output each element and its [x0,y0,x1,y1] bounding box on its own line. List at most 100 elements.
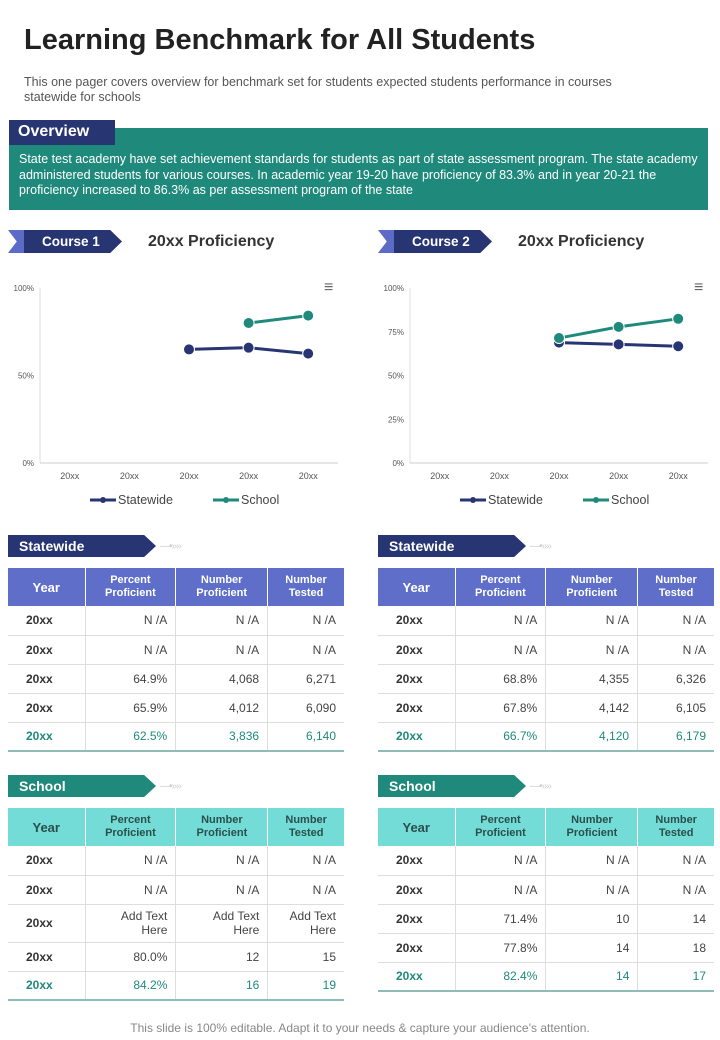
data-point-school[interactable] [672,312,685,325]
column-header: Year [378,568,456,606]
legend-label[interactable]: School [611,493,649,507]
y-tick-label: 50% [388,372,404,381]
data-point-statewide[interactable] [612,338,625,351]
table-row: 20xx Add Text Here Add Text Here Add Text Here [8,904,344,943]
column-header: Percent Proficient [85,808,177,846]
legend-label[interactable]: Statewide [488,493,543,507]
column-header: Number Proficient [545,568,639,606]
table-cell: 20xx [378,904,456,934]
table-row: 20xx 65.9% 4,012 6,090 [8,693,344,723]
chart-heading: 20xx Proficiency [148,232,275,250]
table-row: 20xx 66.7% 4,120 6,179 [378,722,714,752]
overview-text: State test academy have set achievement … [19,152,698,197]
course-banner: Course 1 20xx Proficiency [8,230,274,253]
data-point-statewide[interactable] [183,343,195,356]
table-cell: N /A [637,875,714,905]
table-cell: 20xx [8,846,86,876]
table-cell: 10 [545,904,639,934]
table-cell: 20xx [378,664,456,694]
course-label: Course 2 [394,230,492,253]
table-cell: 12 [175,942,269,972]
ribbon-icon [378,230,394,253]
legend-label[interactable]: Statewide [118,493,173,507]
table-cell: 20xx [378,846,456,876]
table-cell: 82.4% [455,962,547,992]
column-header: Number Proficient [175,808,269,846]
table-cell: N /A [175,635,269,665]
school-table: Year Percent Proficient Number Proficient N… [378,808,714,992]
overview-panel [9,128,708,210]
table-row: 20xx N /A N /A N /A [378,875,714,905]
table-cell: N /A [455,606,547,636]
table-cell: N /A [455,875,547,905]
table-cell: 20xx [8,664,86,694]
column-header: Number Tested [267,808,344,846]
table-cell: 14 [637,904,714,934]
x-tick-label: 20xx [490,471,510,481]
table-row: 20xx 82.4% 14 17 [378,962,714,992]
table-row: 20xx N /A N /A N /A [378,606,714,636]
table-row: 20xx 71.4% 10 14 [378,904,714,934]
school-table: Year Percent Proficient Number Proficient N… [8,808,344,1001]
table-cell: N /A [85,875,177,905]
table-cell: 20xx [8,635,86,665]
x-tick-label: 20xx [430,471,450,481]
data-point-school[interactable] [242,317,255,329]
chart-heading: 20xx Proficiency [518,232,645,250]
table-cell: N /A [545,846,639,876]
table-cell: 14 [545,933,639,963]
data-point-statewide[interactable] [672,340,685,353]
table-row: 20xx 67.8% 4,142 6,105 [378,693,714,723]
column-header: Year [378,808,456,846]
table-cell: Add Text Here [267,904,344,943]
page-subtitle: This one pager covers overview for bench… [24,75,612,104]
data-point-school[interactable] [302,309,315,322]
series-line-school [248,314,309,325]
table-cell: 20xx [8,875,86,905]
y-tick-label: 100% [384,284,404,293]
table-row: 20xx 77.8% 14 18 [378,933,714,963]
table-cell: 4,142 [545,693,639,723]
column-header: Year [8,808,86,846]
data-point-statewide[interactable] [302,347,315,360]
legend-label[interactable]: School [241,493,279,507]
table-cell: 19 [267,971,344,1001]
school-label: School [8,775,156,797]
column-header: Number Tested [267,568,344,606]
table-cell: N /A [175,846,269,876]
legend-marker [100,497,106,503]
column-header: Number Proficient [175,568,269,606]
table-cell: N /A [85,606,177,636]
table-cell: 6,179 [637,722,714,752]
table-row: 20xx N /A N /A N /A [8,606,344,636]
table-cell: 62.5% [85,722,177,752]
y-tick-label: 75% [388,328,404,337]
table-row: 20xx N /A N /A N /A [8,846,344,876]
table-row: 20xx 84.2% 16 19 [8,971,344,1001]
table-cell: 20xx [378,606,456,636]
data-point-school[interactable] [553,332,565,345]
table-cell: Add Text Here [85,904,177,943]
table-cell: N /A [267,875,344,905]
table-cell: 20xx [8,693,86,723]
proficiency-chart: 0% 25% 50% 75% 100% 20xx 20xx 20xx 20xx 20xx State… [384,284,708,507]
y-tick-label: 25% [388,415,404,424]
table-cell: N /A [455,846,547,876]
chart-menu-icon[interactable]: ≡ [694,279,704,296]
data-point-school[interactable] [612,320,625,333]
school-label: School [378,775,526,797]
table-cell: 14 [545,962,639,992]
table-cell: 20xx [378,722,456,752]
course-banner: Course 2 20xx Proficiency [378,230,644,253]
table-cell: 4,120 [545,722,639,752]
page-title: Learning Benchmark for All Students [24,24,536,56]
data-point-statewide[interactable] [242,341,255,354]
school-section-header: School —•›››› [8,775,182,797]
column-header: Percent Proficient [455,568,547,606]
table-cell: 65.9% [85,693,177,723]
table-cell: 67.8% [455,693,547,723]
table-cell: N /A [85,846,177,876]
x-tick-label: 20xx [120,471,140,481]
chart-menu-icon[interactable]: ≡ [324,279,334,296]
statewide-label: Statewide [8,535,156,557]
